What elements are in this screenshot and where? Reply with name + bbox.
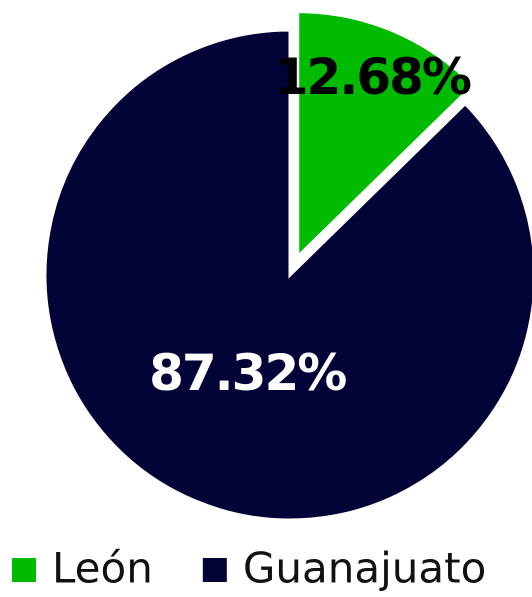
legend-swatch (12, 558, 36, 582)
data-label: 12.68% (274, 48, 471, 106)
pie (43, 10, 532, 522)
labels: 12.68% 87.32% (149, 48, 473, 402)
legend-label: Guanajuato (243, 544, 486, 593)
pie-slice (296, 10, 476, 261)
pie-slice (43, 28, 532, 522)
data-label: 87.32% (149, 344, 346, 402)
legend-swatch (202, 558, 227, 582)
legend-label: León (52, 544, 153, 593)
legend: León Guanajuato (12, 544, 486, 593)
